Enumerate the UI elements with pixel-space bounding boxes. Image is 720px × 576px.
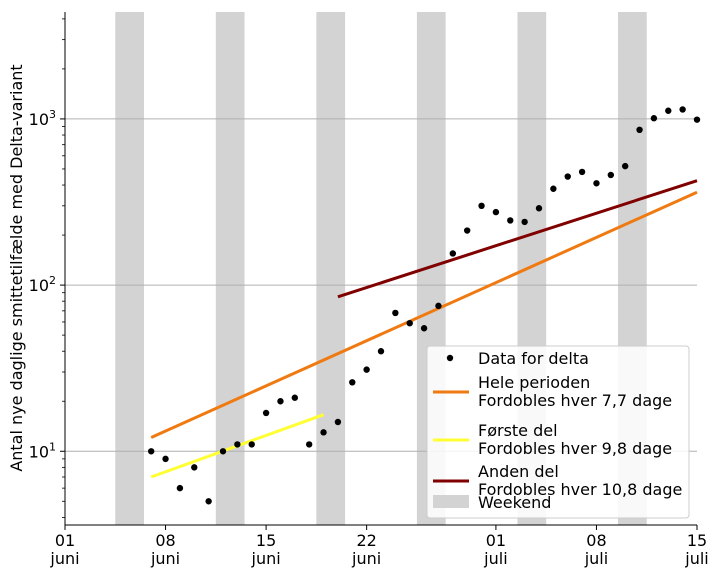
data-point (191, 464, 198, 471)
data-point (535, 205, 543, 212)
trend-line (150, 190, 698, 439)
legend-label: Fordobles hver 10,8 dage (478, 480, 682, 499)
y-tick-label: 101 (29, 440, 56, 461)
data-point (593, 180, 600, 187)
data-point (679, 106, 686, 113)
legend-label: Fordobles hver 9,8 dage (478, 439, 672, 458)
data-point (693, 116, 701, 123)
x-tick-label: juni (49, 549, 79, 568)
data-point (492, 208, 500, 216)
x-tick-label: juni (251, 549, 281, 568)
x-tick-label: juni (351, 549, 381, 568)
data-point (248, 441, 255, 448)
y-tick-label: 103 (29, 108, 56, 129)
data-point (147, 448, 155, 455)
data-point (435, 302, 442, 310)
data-point (564, 173, 571, 180)
data-point (262, 409, 270, 417)
data-point (291, 394, 299, 401)
legend-marker (446, 354, 454, 362)
data-point (578, 168, 586, 176)
x-tick-label: 15 (687, 531, 707, 550)
x-tick-label: juni (150, 549, 180, 568)
weekend-band (215, 12, 245, 525)
data-point (665, 107, 672, 114)
x-tick-label: juli (483, 549, 507, 568)
data-point (392, 309, 399, 317)
legend-label: Første del (478, 421, 558, 440)
axes (64, 12, 697, 526)
data-point (277, 398, 284, 405)
legend-label: Anden del (478, 462, 559, 481)
data-point (650, 115, 658, 122)
y-tick-label: 102 (29, 274, 56, 295)
trend-line (337, 179, 698, 299)
y-axis-ticks: 101 102 103 (29, 18, 65, 518)
data-point (463, 227, 471, 234)
data-point (219, 448, 227, 455)
data-point (607, 171, 615, 179)
data-point (521, 218, 528, 226)
data-point (334, 418, 342, 426)
x-axis-ticks: 01juni08juni15juni22juni01juli08juli15ju… (49, 525, 709, 568)
x-tick-label: 01 (486, 531, 506, 550)
data-point (507, 217, 514, 224)
data-point (550, 185, 557, 192)
x-tick-label: 01 (55, 531, 75, 550)
x-tick-label: 08 (155, 531, 175, 550)
data-point (349, 379, 356, 386)
data-point (176, 484, 184, 492)
data-point (234, 441, 241, 448)
x-tick-label: juli (584, 549, 608, 568)
data-point (406, 319, 413, 327)
data-point (621, 162, 629, 170)
data-points (147, 106, 701, 505)
legend-weekend-swatch (433, 495, 469, 508)
data-point (305, 441, 313, 448)
data-point (377, 348, 385, 355)
x-tick-label: 22 (356, 531, 376, 550)
x-tick-label: juli (684, 549, 708, 568)
data-point (320, 429, 327, 436)
legend-box (426, 345, 690, 519)
weekend-band (115, 12, 144, 525)
legend-label: Data for delta (478, 349, 589, 368)
data-point (420, 325, 428, 332)
legend-label: Hele perioden (478, 373, 590, 392)
legend-label: Weekend (478, 493, 551, 512)
y-axis-label: Antal nye daglige smittetilfælde med Del… (7, 64, 26, 471)
data-point (363, 366, 370, 373)
legend-label: Fordobles hver 7,7 dage (478, 391, 672, 410)
x-tick-label: 08 (586, 531, 606, 550)
data-point (205, 498, 212, 505)
data-point (162, 455, 169, 463)
data-point (478, 202, 485, 210)
data-point (449, 250, 457, 257)
x-tick-label: 15 (256, 531, 276, 550)
weekend-band (316, 12, 346, 525)
data-point (636, 126, 643, 134)
